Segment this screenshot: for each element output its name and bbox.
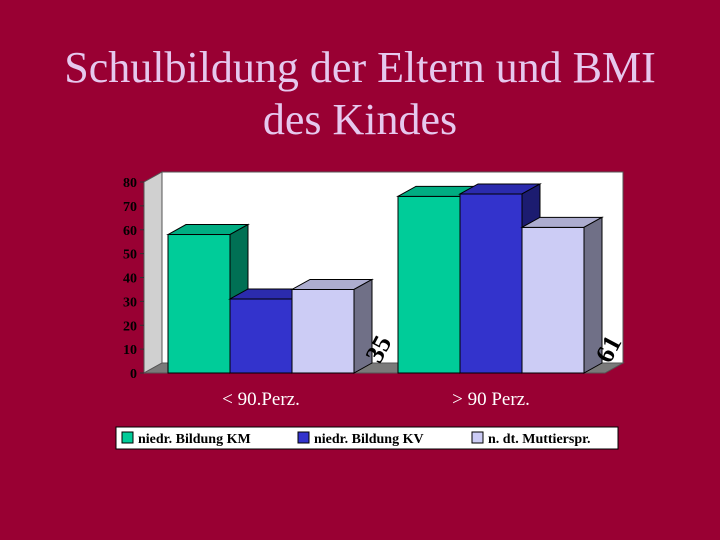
y-tick-label: 10 xyxy=(123,343,137,358)
y-tick-label: 60 xyxy=(123,224,137,239)
bar-side xyxy=(353,278,373,374)
y-tick-label: 40 xyxy=(123,272,137,287)
bar-front xyxy=(459,193,523,374)
y-tick-label: 50 xyxy=(123,248,137,263)
x-axis: < 90.Perz. > 90 Perz. xyxy=(222,389,530,410)
legend-label: niedr. Bildung KV xyxy=(314,432,424,447)
y-tick-label: 0 xyxy=(130,367,137,382)
bar-front xyxy=(229,298,293,374)
slide-title: Schulbildung der Eltern und BMI des Kind… xyxy=(0,42,720,146)
x-category-label: < 90.Perz. xyxy=(222,389,300,410)
legend-swatch xyxy=(121,431,134,444)
legend-swatch xyxy=(471,431,484,444)
legend-swatch xyxy=(297,431,310,444)
legend-label: niedr. Bildung KM xyxy=(138,432,251,447)
bar xyxy=(290,278,374,374)
y-tick-label: 30 xyxy=(123,295,137,310)
y-tick-label: 80 xyxy=(123,176,137,191)
y-axis: 0 10 20 30 40 50 60 70 80 xyxy=(123,176,144,382)
bar-front xyxy=(521,226,585,374)
y-tick-label: 70 xyxy=(123,200,137,215)
x-category-label: > 90 Perz. xyxy=(452,389,530,410)
bar-side xyxy=(583,216,603,374)
bar-front xyxy=(167,234,231,374)
slide-title-line-2: des Kindes xyxy=(262,95,458,144)
bar-front xyxy=(291,288,355,374)
y-tick-label: 20 xyxy=(123,319,137,334)
legend-label: n. dt. Muttierspr. xyxy=(488,432,591,447)
slide-title-line-1: Schulbildung der Eltern und BMI xyxy=(64,43,656,92)
legend-box xyxy=(115,426,619,450)
side-wall xyxy=(143,171,163,374)
bar xyxy=(520,216,604,374)
chart-legend: niedr. Bildung KM niedr. Bildung KV n. dt.… xyxy=(115,426,619,450)
bar-front xyxy=(397,195,461,374)
